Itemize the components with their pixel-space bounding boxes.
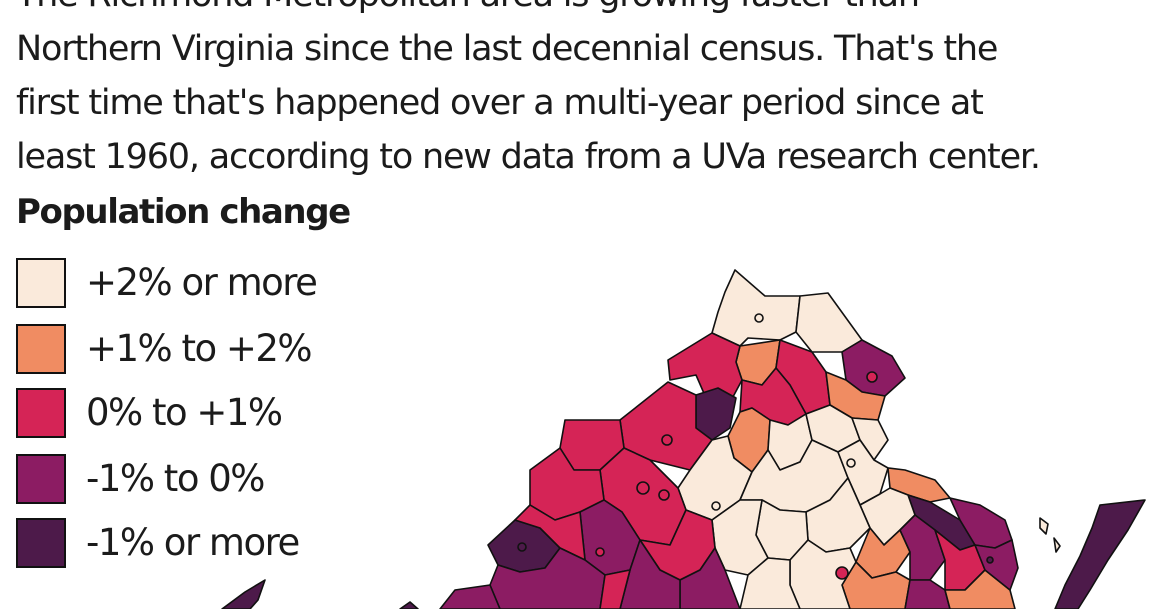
county: [599, 569, 631, 609]
island: [1039, 517, 1049, 535]
legend-swatch-plus2-or-more: [16, 258, 66, 308]
county: [711, 269, 801, 347]
city-marker: [986, 556, 994, 564]
city-marker: [835, 566, 849, 580]
legend-label-plus1-to-plus2: +1% to +2%: [86, 327, 313, 370]
island: [1053, 537, 1061, 553]
intro-line-4: least 1960, according to new data from a…: [16, 137, 1041, 177]
city-marker: [595, 547, 605, 557]
county: [221, 579, 266, 609]
city-marker: [636, 481, 650, 495]
city-marker: [711, 501, 721, 511]
intro-line-2: Northern Virginia since the last decenni…: [16, 29, 998, 69]
legend-item-plus1-to-plus2: +1% to +2%: [16, 324, 356, 376]
legend-label-0-to-plus1: 0% to +1%: [86, 391, 283, 434]
city-marker: [866, 371, 878, 383]
legend-title: Population change: [16, 192, 351, 232]
city-marker: [661, 434, 673, 446]
intro-paragraph: The Richmond Metropolitan area is growin…: [16, 0, 1146, 184]
city-marker: [658, 489, 670, 501]
legend-swatch-0-to-plus1: [16, 388, 66, 438]
legend-item-minus1-or-more: -1% or more: [16, 518, 356, 570]
county: [795, 292, 863, 353]
legend-item-0-to-plus1: 0% to +1%: [16, 388, 356, 440]
intro-line-3: first time that's happened over a multi-…: [16, 83, 984, 123]
county: [899, 514, 946, 581]
intro-line-1: The Richmond Metropolitan area is growin…: [16, 0, 1146, 22]
county: [904, 579, 951, 609]
legend-swatch-minus1-or-more: [16, 518, 66, 568]
legend-swatch-minus1-to-0: [16, 454, 66, 504]
legend-label-minus1-to-0: -1% to 0%: [86, 457, 265, 500]
county: [679, 547, 741, 609]
county: [974, 539, 1019, 591]
county: [439, 584, 501, 609]
legend-label-plus2-or-more: +2% or more: [86, 261, 318, 304]
city-marker: [754, 313, 764, 323]
county: [1054, 499, 1146, 609]
legend-swatch-plus1-to-plus2: [16, 324, 66, 374]
city-marker: [846, 458, 856, 468]
city-marker: [517, 542, 527, 552]
county: [851, 417, 889, 461]
county: [789, 539, 857, 609]
legend-item-minus1-to-0: -1% to 0%: [16, 454, 356, 506]
county: [619, 539, 681, 609]
county: [739, 557, 801, 609]
legend-label-minus1-or-more: -1% or more: [86, 521, 300, 564]
county: [399, 601, 419, 609]
legend-item-plus2-or-more: +2% or more: [16, 258, 356, 310]
